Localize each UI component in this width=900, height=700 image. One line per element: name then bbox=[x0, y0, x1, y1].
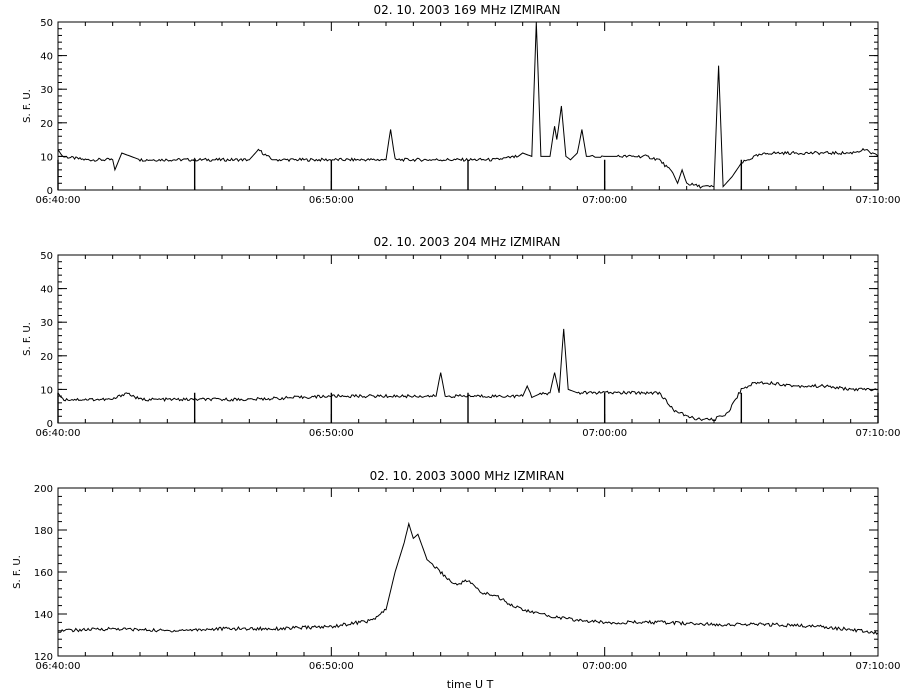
y-tick-label: 10 bbox=[40, 385, 53, 396]
y-axis-label: S. F. U. bbox=[22, 89, 33, 123]
x-tick-label: 06:40:00 bbox=[36, 661, 81, 672]
x-tick-label: 06:40:00 bbox=[36, 428, 81, 439]
y-tick-label: 0 bbox=[47, 186, 53, 197]
y-tick-label: 20 bbox=[40, 352, 53, 363]
y-axis-label: S. F. U. bbox=[22, 322, 33, 356]
x-tick-label: 07:00:00 bbox=[582, 428, 627, 439]
y-tick-label: 20 bbox=[40, 119, 53, 130]
x-tick-label: 07:10:00 bbox=[856, 428, 900, 439]
y-tick-label: 40 bbox=[40, 52, 53, 63]
downward-spikes bbox=[57, 392, 879, 423]
y-tick-label: 40 bbox=[40, 285, 53, 296]
y-tick-label: 10 bbox=[40, 152, 53, 163]
x-tick-label: 06:50:00 bbox=[309, 195, 354, 206]
series-line bbox=[57, 521, 879, 635]
y-tick-label: 140 bbox=[34, 610, 53, 621]
y-axis-label: S. F. U. bbox=[12, 555, 23, 589]
panel-title: 02. 10. 2003 169 MHz IZMIRAN bbox=[373, 3, 560, 17]
y-tick-label: 180 bbox=[34, 526, 53, 537]
panel-204mhz: 02. 10. 2003 204 MHz IZMIRAN S. F. U. 0 1… bbox=[22, 235, 900, 439]
x-axis-label: time U T bbox=[447, 678, 494, 691]
y-tick-label: 30 bbox=[40, 85, 53, 96]
x-tick-label: 07:10:00 bbox=[856, 661, 900, 672]
tick-labels: 0 10 20 30 40 50 06:40:00 06:50:00 07:00:00 07:10… bbox=[36, 251, 900, 439]
panel-3000mhz: 02. 10. 2003 3000 MHz IZMIRAN S. F. U. 1… bbox=[12, 469, 900, 691]
x-tick-label: 06:40:00 bbox=[36, 195, 81, 206]
y-tick-label: 30 bbox=[40, 318, 53, 329]
y-tick-label: 160 bbox=[34, 568, 53, 579]
tick-labels: 0 10 20 30 40 50 06:40:00 06:50:00 07:00:00 07:10… bbox=[36, 18, 900, 206]
panel-169mhz: 02. 10. 2003 169 MHz IZMIRAN S. F. U. 0 1… bbox=[22, 3, 900, 206]
y-tick-label: 50 bbox=[40, 18, 53, 29]
tick-labels: 120 140 160 180 200 06:40:00 06:50:00 07:00:00 0… bbox=[34, 484, 900, 672]
panel-title: 02. 10. 2003 3000 MHz IZMIRAN bbox=[370, 469, 565, 483]
x-tick-label: 07:10:00 bbox=[856, 195, 900, 206]
y-tick-label: 50 bbox=[40, 251, 53, 262]
x-tick-label: 07:00:00 bbox=[582, 661, 627, 672]
y-tick-label: 0 bbox=[47, 419, 53, 430]
x-tick-label: 06:50:00 bbox=[309, 428, 354, 439]
x-tick-label: 07:00:00 bbox=[582, 195, 627, 206]
y-tick-label: 200 bbox=[34, 484, 53, 495]
axis-ticks bbox=[57, 21, 879, 191]
axis-ticks bbox=[57, 487, 879, 657]
x-tick-label: 06:50:00 bbox=[309, 661, 354, 672]
downward-spikes bbox=[57, 159, 879, 190]
panel-title: 02. 10. 2003 204 MHz IZMIRAN bbox=[373, 235, 560, 249]
y-tick-label: 120 bbox=[34, 652, 53, 663]
